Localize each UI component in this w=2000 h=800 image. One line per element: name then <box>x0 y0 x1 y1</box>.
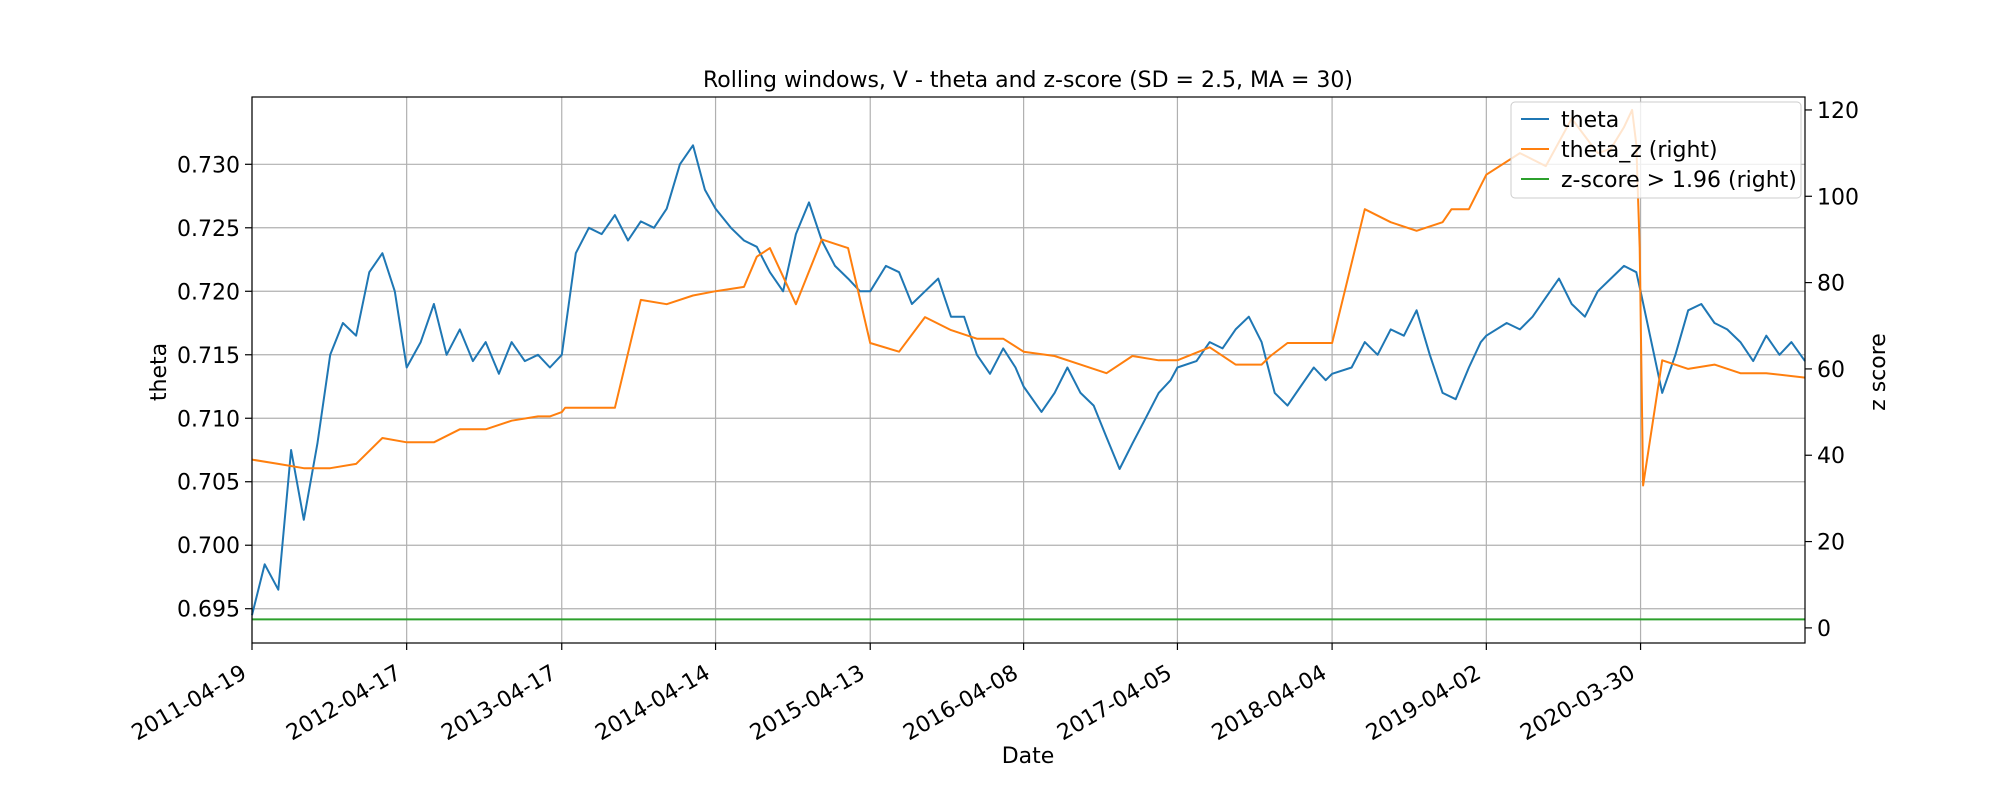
legend-box <box>1510 101 1802 199</box>
x-tick-label: 2018-04-04 <box>1208 661 1331 747</box>
x-tick-label: 2019-04-02 <box>1362 661 1485 747</box>
y-left-tick-label: 0.710 <box>177 407 240 432</box>
y-right-tick-label: 120 <box>1817 99 1859 124</box>
x-tick-label: 2017-04-05 <box>1053 661 1176 747</box>
y-left-axis-title: theta <box>147 343 172 401</box>
y-left-tick-label: 0.705 <box>177 471 240 496</box>
plot-frame <box>251 96 1806 644</box>
legend-label: theta <box>1561 108 1619 133</box>
y-right-tick-label: 20 <box>1817 531 1845 556</box>
y-left-tick-label: 0.720 <box>177 280 240 305</box>
x-tick-label: 2011-04-19 <box>128 661 251 747</box>
y-left-tick-label: 0.730 <box>177 153 240 178</box>
y-left-tick-label: 0.695 <box>177 598 240 623</box>
y-right-tick-label: 40 <box>1817 444 1845 469</box>
chart-title: Rolling windows, V - theta and z-score (… <box>703 68 1353 93</box>
legend: theta theta_z (right) z-score > 1.96 (righ… <box>1510 101 1802 199</box>
x-axis-title: Date <box>1002 744 1055 769</box>
y-right-tick-label: 100 <box>1817 185 1859 210</box>
x-tick-label: 2013-04-17 <box>438 661 561 747</box>
y-right-tick-label: 80 <box>1817 272 1845 297</box>
y-right-tick-label: 0 <box>1817 617 1831 642</box>
y-right-axis-title: z score <box>1866 333 1891 411</box>
x-tick-label: 2012-04-17 <box>282 661 405 747</box>
y-left-tick-label: 0.725 <box>177 217 240 242</box>
x-tick-label: 2014-04-14 <box>591 661 714 747</box>
x-tick-label: 2015-04-13 <box>746 661 869 747</box>
y-left-tick-label: 0.715 <box>177 344 240 369</box>
y-left-tick-label: 0.700 <box>177 534 240 559</box>
x-tick-label: 2016-04-08 <box>899 661 1022 747</box>
y-right-tick-label: 60 <box>1817 358 1845 383</box>
theta-line <box>251 144 1806 616</box>
legend-label: z-score > 1.96 (right) <box>1561 168 1797 193</box>
x-tick-label: 2020-03-30 <box>1516 661 1639 747</box>
grid-lines <box>251 97 1805 643</box>
legend-label: theta_z (right) <box>1561 138 1718 163</box>
